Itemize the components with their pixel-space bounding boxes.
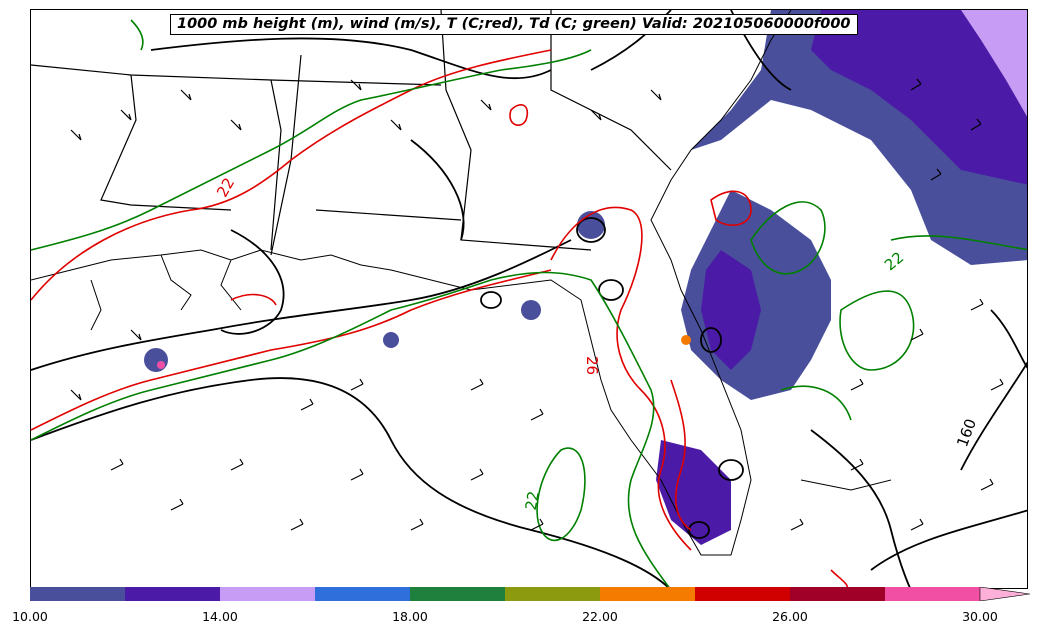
temp-label-22: 22	[213, 175, 238, 201]
colorbar-segment	[410, 587, 505, 601]
shade-spot-pink	[157, 361, 165, 369]
colorbar-tick-18: 18.00	[392, 609, 428, 624]
colorbar-segments	[30, 587, 1030, 601]
map-panel: 22 26 22 22 160	[30, 9, 1028, 589]
dewpoint-contours	[31, 19, 1027, 588]
temp-label-26: 26	[583, 356, 601, 375]
shade-spot-2	[144, 348, 168, 372]
colorbar-segment	[125, 587, 220, 601]
shade-spot-1	[577, 211, 605, 239]
state-borders	[31, 10, 672, 256]
shade-spot-orange	[681, 335, 691, 345]
colorbar-segment	[315, 587, 410, 601]
dewpoint-label-22-east: 22	[881, 248, 907, 274]
colorbar-segment	[695, 587, 790, 601]
shade-spot-3	[383, 332, 399, 348]
colorbar-tick-22: 22.00	[582, 609, 618, 624]
colorbar-segment	[30, 587, 125, 601]
colorbar-segment	[885, 587, 980, 601]
shade-spot-4	[521, 300, 541, 320]
colorbar-extend-arrow	[979, 587, 1030, 601]
temperature-contours	[31, 49, 848, 588]
colorbar	[30, 587, 1030, 601]
shade-region-light	[961, 10, 1027, 117]
coastlines	[31, 10, 892, 556]
shade-region-south	[656, 440, 731, 545]
shade-region-coast-inner	[701, 250, 761, 370]
colorbar-tick-10: 10.00	[12, 609, 48, 624]
wind-barbs	[70, 78, 1004, 531]
colorbar-segment	[505, 587, 600, 601]
colorbar-segment	[790, 587, 885, 601]
colorbar-segment	[220, 587, 315, 601]
map-title: 1000 mb height (m), wind (m/s), T (C;red…	[170, 14, 858, 35]
colorbar-segment	[600, 587, 695, 601]
colorbar-tick-30: 30.00	[962, 609, 998, 624]
colorbar-tick-26: 26.00	[772, 609, 808, 624]
map-canvas: 22 26 22 22 160	[31, 10, 1027, 588]
dewpoint-label-22-south: 22	[522, 490, 543, 512]
shade-region-northeast-inner	[811, 10, 1027, 185]
colorbar-tick-14: 14.00	[202, 609, 238, 624]
shaded-field	[144, 10, 1027, 545]
contour-labels: 22 26 22 22 160	[213, 175, 980, 512]
